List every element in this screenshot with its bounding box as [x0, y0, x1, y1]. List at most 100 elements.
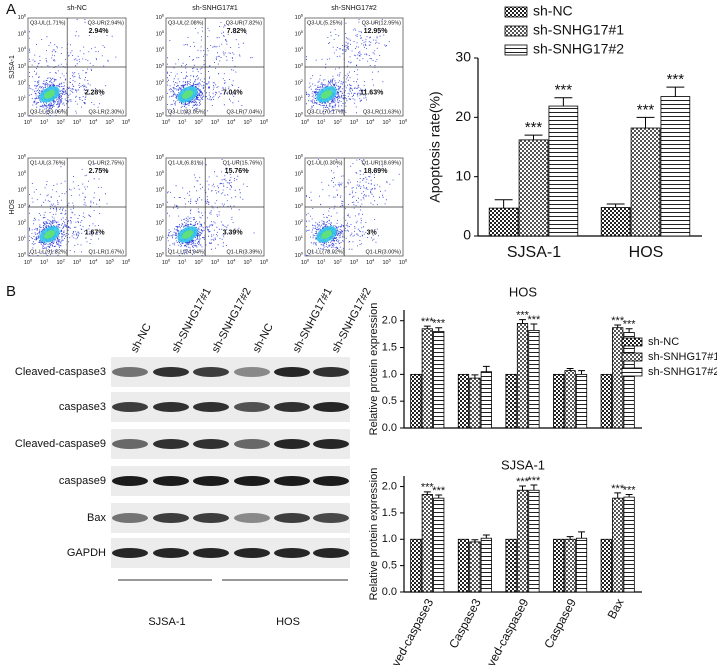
tick-exponent: 6	[405, 118, 408, 123]
blot-band	[112, 548, 148, 558]
y-tick-label: 0.5	[382, 560, 397, 572]
axis-tick-label: 100	[162, 258, 171, 267]
tick-base: 10	[350, 120, 356, 126]
legend-swatch	[621, 352, 643, 362]
tick-exponent: 0	[24, 111, 27, 116]
axis-tick-label: 103	[350, 258, 359, 267]
tick-base: 10	[18, 32, 24, 38]
axis-tick-label: 102	[156, 78, 165, 87]
tick-base: 10	[156, 113, 162, 119]
axis-tick-label: 106	[122, 258, 131, 267]
error-bar	[625, 493, 633, 498]
error-bar	[471, 374, 479, 379]
significance: ***	[516, 476, 530, 488]
axis-tick-label: 105	[105, 258, 114, 267]
axis-tick-label: 104	[18, 45, 27, 54]
tick-base: 10	[18, 188, 24, 194]
tick-exponent: 0	[30, 258, 33, 263]
blot-band	[313, 548, 349, 558]
tick-exponent: 5	[24, 29, 27, 34]
bar	[623, 496, 635, 593]
tick-exponent: 1	[46, 118, 49, 123]
tick-exponent: 3	[301, 62, 304, 67]
significance: ***	[432, 485, 446, 497]
tick-exponent: 6	[24, 153, 27, 158]
tick-exponent: 6	[128, 258, 131, 263]
tick-base: 10	[350, 260, 356, 266]
flow-density	[182, 230, 194, 239]
axis-tick-label: 102	[194, 258, 203, 267]
axis-tick-label: 101	[178, 258, 187, 267]
tick-base: 10	[295, 15, 301, 21]
blot-band	[274, 439, 310, 449]
lane-label: sh-NC	[129, 322, 154, 355]
error-bar	[666, 86, 685, 97]
blot-band	[112, 402, 148, 412]
tick-base: 10	[18, 113, 24, 119]
tick-base: 10	[156, 32, 162, 38]
bar	[600, 373, 612, 429]
tick-exponent: 4	[24, 185, 27, 190]
x-tick-label: Caspase3	[446, 596, 484, 651]
tick-exponent: 1	[24, 234, 27, 239]
axis-tick-label: 100	[156, 251, 165, 260]
bar	[457, 538, 470, 593]
axis-tick-label: 100	[295, 251, 304, 260]
quadrant-label: Q3-UL(5.25%)	[307, 20, 343, 26]
tick-exponent: 0	[162, 251, 165, 256]
tick-base: 10	[295, 32, 301, 38]
tick-base: 10	[295, 221, 301, 227]
tick-base: 10	[227, 120, 233, 126]
protein-label: GAPDH	[67, 547, 106, 559]
tick-base: 10	[260, 120, 266, 126]
tick-base: 10	[156, 155, 162, 161]
tick-exponent: 2	[301, 78, 304, 83]
error-bar	[519, 319, 526, 324]
axis-tick-label: 105	[18, 29, 27, 38]
tick-exponent: 4	[24, 45, 27, 50]
tick-exponent: 4	[95, 118, 98, 123]
blot-band	[193, 513, 229, 523]
y-tick-label: 1.0	[382, 368, 397, 380]
blot-band	[193, 548, 229, 558]
tick-base: 10	[73, 260, 79, 266]
tick-base: 10	[40, 120, 46, 126]
y-tick-label: 0.0	[382, 422, 397, 434]
error-bar	[494, 199, 513, 209]
tick-exponent: 3	[79, 118, 82, 123]
axis-tick-label: 106	[18, 13, 27, 22]
axis-tick-label: 101	[40, 258, 49, 267]
error-bar	[519, 485, 526, 491]
axis-tick-label: 102	[333, 118, 342, 127]
y-tick-label: 1.5	[382, 507, 397, 519]
tick-exponent: 3	[301, 202, 304, 207]
y-tick-label: 0.5	[382, 395, 397, 407]
tick-base: 10	[24, 260, 30, 266]
y-axis-label: Relative protein expression	[368, 303, 380, 436]
quadrant-label: Q1-UL(0.30%)	[307, 160, 343, 166]
axis-tick-label: 101	[40, 118, 49, 127]
blot-band	[234, 402, 270, 412]
x-tick-label: Bax	[605, 596, 627, 621]
row-label: HOS	[9, 199, 16, 215]
significance: ***	[421, 316, 435, 328]
tick-exponent: 5	[112, 118, 115, 123]
axis-tick-label: 104	[366, 258, 375, 267]
axis-tick-label: 104	[295, 185, 304, 194]
x-tick-label: SJSA-1	[507, 244, 561, 261]
blot-band	[112, 476, 148, 486]
y-tick-label: 0.0	[382, 586, 397, 598]
axis-tick-label: 101	[317, 118, 326, 127]
axis-tick-label: 104	[156, 45, 165, 54]
x-tick-label: HOS	[629, 244, 664, 261]
y-axis-label: Relative protein expression	[368, 468, 380, 601]
axis-tick-label: 105	[295, 29, 304, 38]
axis-tick-label: 105	[156, 29, 165, 38]
tick-base: 10	[18, 48, 24, 54]
legend-swatch	[621, 337, 643, 347]
tick-exponent: 2	[201, 258, 204, 263]
blot-band	[153, 548, 189, 558]
tick-exponent: 2	[162, 78, 165, 83]
tick-base: 10	[18, 155, 24, 161]
blot-band	[313, 476, 349, 486]
